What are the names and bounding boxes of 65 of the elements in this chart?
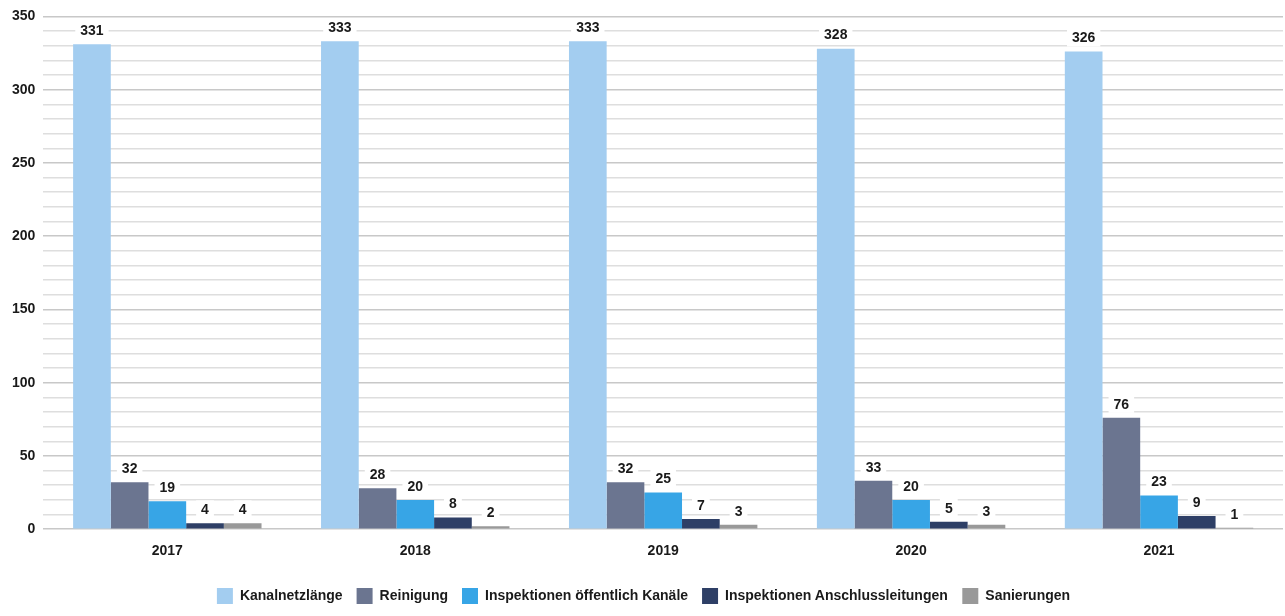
data-label: 4 xyxy=(238,501,247,518)
bar xyxy=(644,492,683,529)
legend-label: Inspektionen öffentlich Kanäle xyxy=(485,586,689,603)
y-tick-label: 150 xyxy=(12,300,36,317)
bar xyxy=(1102,417,1141,529)
legend-label: Reinigung xyxy=(379,586,449,603)
y-tick-label: 250 xyxy=(12,153,36,170)
x-tick-label: 2019 xyxy=(647,542,679,559)
data-label: 333 xyxy=(328,19,352,36)
x-tick-label: 2017 xyxy=(151,542,184,559)
x-tick-label: 2020 xyxy=(895,542,927,559)
y-tick-label: 350 xyxy=(12,7,36,24)
x-tick-label: 2021 xyxy=(1143,542,1175,559)
data-label: 32 xyxy=(617,460,634,477)
y-tick-label: 200 xyxy=(12,227,36,244)
y-tick-label: 50 xyxy=(19,446,36,463)
bar xyxy=(816,48,855,529)
bar xyxy=(1140,495,1178,529)
data-label: 25 xyxy=(655,470,672,487)
data-label: 19 xyxy=(159,479,176,496)
legend-label: Kanalnetzlänge xyxy=(239,586,343,603)
data-label: 3 xyxy=(982,502,991,519)
y-tick-label: 300 xyxy=(12,80,36,97)
y-tick-label: 0 xyxy=(27,520,36,537)
legend-label: Sanierungen xyxy=(985,586,1071,603)
data-label: 20 xyxy=(407,477,424,494)
bar xyxy=(223,523,262,529)
data-label: 32 xyxy=(121,460,138,477)
data-label: 28 xyxy=(369,466,386,483)
data-label: 7 xyxy=(696,496,705,513)
bar xyxy=(396,499,435,529)
bar xyxy=(854,480,893,529)
bar xyxy=(1177,516,1216,529)
data-label: 326 xyxy=(1071,29,1096,46)
bar xyxy=(606,482,645,529)
bar xyxy=(568,41,607,529)
bar xyxy=(358,488,397,529)
bar xyxy=(892,499,930,529)
data-label: 2 xyxy=(486,504,495,521)
bar xyxy=(110,482,149,529)
bar xyxy=(321,41,359,529)
data-label: 20 xyxy=(903,477,920,494)
data-label: 333 xyxy=(576,19,600,36)
data-label: 3 xyxy=(734,502,743,519)
x-tick-label: 2018 xyxy=(399,542,432,559)
bar xyxy=(434,517,472,529)
data-label: 5 xyxy=(944,499,953,516)
data-label: 331 xyxy=(80,22,104,39)
bar xyxy=(186,523,224,529)
data-label: 328 xyxy=(824,26,848,43)
data-label: 76 xyxy=(1113,395,1130,412)
data-label: 1 xyxy=(1230,505,1239,522)
data-label: 33 xyxy=(865,458,882,475)
legend-label: Inspektionen Anschlussleitungen xyxy=(725,586,948,603)
bar xyxy=(73,44,111,529)
data-label: 4 xyxy=(201,501,210,518)
bar xyxy=(148,501,187,529)
bar xyxy=(929,521,968,529)
data-label: 9 xyxy=(1192,493,1201,510)
data-label: 8 xyxy=(449,495,458,512)
data-label: 23 xyxy=(1151,473,1168,490)
bar xyxy=(471,526,510,529)
bar xyxy=(1064,51,1103,529)
bar xyxy=(682,518,720,529)
y-tick-label: 100 xyxy=(12,373,36,390)
